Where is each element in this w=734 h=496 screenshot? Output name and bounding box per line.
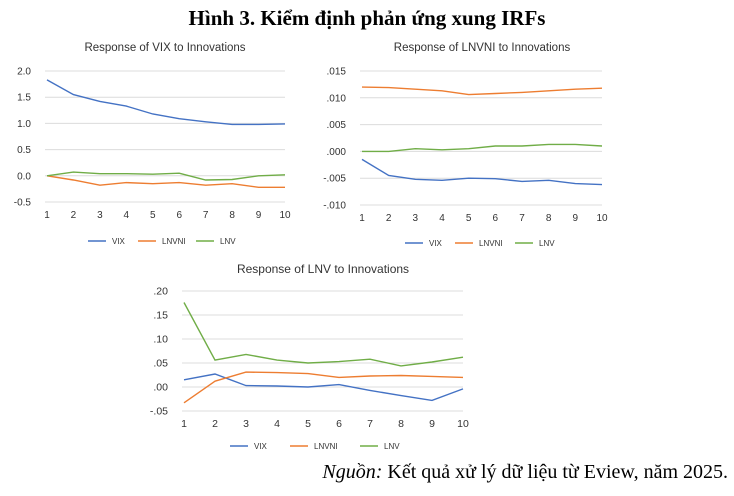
y-tick-label: 0.0 bbox=[17, 171, 31, 182]
y-tick-label: -.010 bbox=[323, 201, 346, 212]
y-tick-label: .015 bbox=[327, 67, 347, 78]
y-tick-label: 2.0 bbox=[17, 67, 31, 78]
x-tick-label: 9 bbox=[256, 210, 262, 221]
x-tick-label: 5 bbox=[150, 210, 156, 221]
series-line-lnvni bbox=[361, 86, 603, 96]
x-tick-label: 6 bbox=[336, 418, 342, 430]
legend-label-lnv: LNV bbox=[220, 237, 236, 246]
x-tick-label: 4 bbox=[274, 418, 280, 430]
legend-label-vix: VIX bbox=[254, 442, 268, 451]
x-tick-label: 3 bbox=[413, 213, 419, 224]
series-line-vix bbox=[46, 79, 286, 126]
source-note: Nguồn: Kết quả xử lý dữ liệu từ Eview, n… bbox=[322, 461, 728, 484]
figure-title: Hình 3. Kiểm định phản ứng xung IRFs bbox=[188, 6, 546, 30]
legend-label-vix: VIX bbox=[112, 237, 126, 246]
x-tick-label: 6 bbox=[493, 213, 499, 224]
y-tick-label: .000 bbox=[327, 147, 347, 158]
y-tick-label: .05 bbox=[153, 358, 168, 370]
series-line-vix bbox=[361, 158, 603, 186]
y-tick-label: .010 bbox=[327, 93, 347, 104]
x-tick-label: 8 bbox=[398, 418, 404, 430]
x-tick-label: 2 bbox=[386, 213, 392, 224]
x-tick-label: 6 bbox=[176, 210, 182, 221]
x-tick-label: 1 bbox=[359, 213, 365, 224]
legend-label-vix: VIX bbox=[429, 239, 443, 248]
x-tick-label: 2 bbox=[71, 210, 77, 221]
y-tick-label: -0.5 bbox=[14, 198, 32, 209]
chart-title: Response of VIX to Innovations bbox=[84, 42, 245, 54]
legend-label-lnv: LNV bbox=[539, 239, 555, 248]
y-tick-label: .15 bbox=[153, 310, 168, 322]
y-tick-label: -.05 bbox=[150, 406, 168, 418]
x-tick-label: 7 bbox=[367, 418, 373, 430]
series-line-vix bbox=[183, 373, 464, 402]
x-tick-label: 2 bbox=[212, 418, 218, 430]
y-tick-label: .10 bbox=[153, 334, 168, 346]
y-tick-label: .20 bbox=[153, 286, 168, 298]
y-tick-label: 1.0 bbox=[17, 119, 31, 130]
legend-label-lnvni: LNVNI bbox=[479, 239, 503, 248]
series-line-lnvni bbox=[46, 175, 285, 189]
x-tick-label: 4 bbox=[439, 213, 445, 224]
y-tick-label: 1.5 bbox=[17, 93, 31, 104]
x-tick-label: 8 bbox=[229, 210, 235, 221]
source-label: Nguồn: bbox=[322, 461, 383, 483]
y-tick-label: .005 bbox=[327, 120, 347, 131]
y-tick-label: .00 bbox=[153, 382, 168, 394]
x-tick-label: 8 bbox=[546, 213, 552, 224]
legend-label-lnvni: LNVNI bbox=[162, 237, 186, 246]
x-tick-label: 7 bbox=[203, 210, 209, 221]
x-tick-label: 10 bbox=[279, 210, 291, 221]
chart-title: Response of LNV to Innovations bbox=[237, 262, 409, 276]
series-line-lnv bbox=[46, 171, 286, 181]
x-tick-label: 3 bbox=[97, 210, 103, 221]
chart-title: Response of LNVNI to Innovations bbox=[394, 42, 571, 54]
x-tick-label: 9 bbox=[573, 213, 579, 224]
series-line-lnvni bbox=[183, 371, 464, 404]
y-tick-label: -.005 bbox=[323, 174, 346, 185]
series-line-lnv bbox=[362, 143, 603, 153]
source-text: Kết quả xử lý dữ liệu từ Eview, năm 2025… bbox=[382, 461, 728, 483]
x-tick-label: 3 bbox=[243, 418, 249, 430]
x-tick-label: 5 bbox=[466, 213, 472, 224]
y-tick-label: 0.5 bbox=[17, 145, 31, 156]
x-tick-label: 9 bbox=[429, 418, 435, 430]
x-tick-label: 1 bbox=[181, 418, 187, 430]
x-tick-label: 1 bbox=[44, 210, 50, 221]
x-tick-label: 7 bbox=[519, 213, 525, 224]
legend-label-lnv: LNV bbox=[384, 442, 400, 451]
x-tick-label: 4 bbox=[124, 210, 130, 221]
x-tick-label: 10 bbox=[457, 418, 469, 430]
legend-label-lnvni: LNVNI bbox=[314, 442, 338, 451]
series-line-lnv bbox=[183, 302, 464, 367]
x-tick-label: 5 bbox=[305, 418, 311, 430]
x-tick-label: 10 bbox=[596, 213, 608, 224]
